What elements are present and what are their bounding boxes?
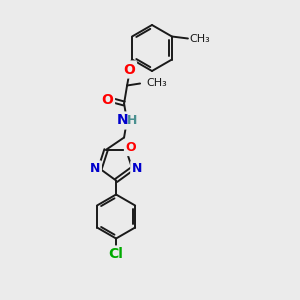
Text: CH₃: CH₃ [146, 79, 167, 88]
Text: N: N [132, 162, 142, 175]
Text: N: N [90, 162, 100, 175]
Text: O: O [126, 141, 136, 154]
Text: CH₃: CH₃ [189, 34, 210, 44]
Text: Cl: Cl [109, 248, 124, 262]
Text: N: N [116, 113, 128, 128]
Text: O: O [101, 92, 113, 106]
Text: H: H [127, 114, 137, 127]
Text: O: O [123, 62, 135, 76]
